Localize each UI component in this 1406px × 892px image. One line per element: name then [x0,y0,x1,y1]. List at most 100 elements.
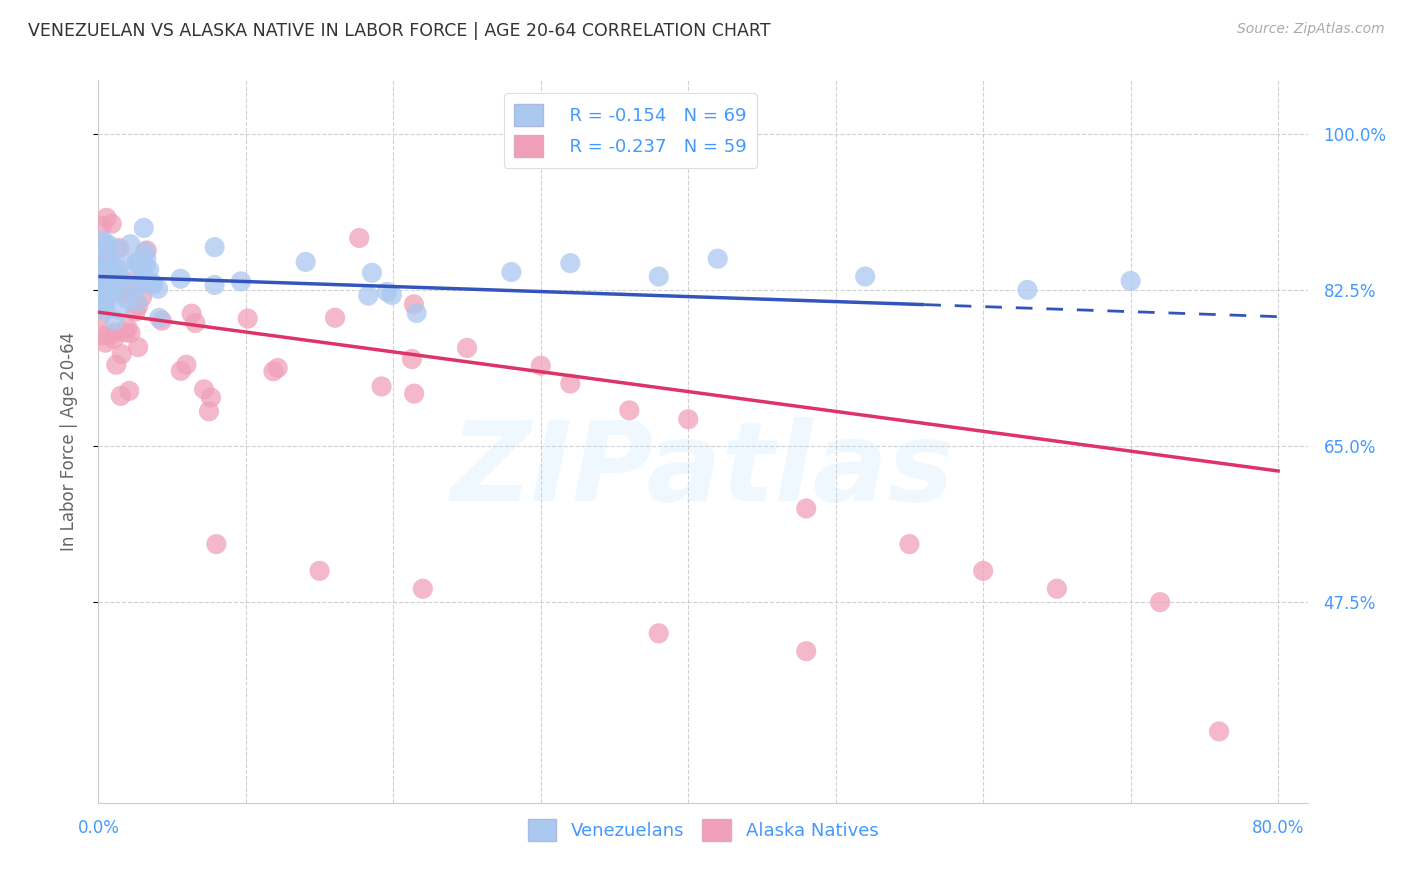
Point [89,273,111,287]
Point [1119,274,1142,288]
Point [128,277,150,292]
Point [94,335,117,350]
Point [120,237,142,252]
Point [131,276,153,290]
Point [412,582,434,596]
Point [169,272,191,286]
Point [323,310,346,325]
Point [1208,724,1230,739]
Point [94,238,117,252]
Point [96,256,118,270]
Point [103,332,125,346]
Point [89,260,111,274]
Point [91,219,114,233]
Point [107,272,129,286]
Point [142,277,165,292]
Point [91,328,114,343]
Point [357,288,380,302]
Point [127,256,149,270]
Point [94,298,117,312]
Point [117,321,139,335]
Point [94,253,117,268]
Point [104,325,127,339]
Text: VENEZUELAN VS ALASKA NATIVE IN LABOR FORCE | AGE 20-64 CORRELATION CHART: VENEZUELAN VS ALASKA NATIVE IN LABOR FOR… [28,22,770,40]
Point [103,314,125,328]
Point [101,263,124,277]
Point [114,326,136,340]
Point [98,276,121,290]
Point [96,211,118,225]
Point [97,237,120,252]
Point [112,285,135,299]
Point [530,359,553,373]
Point [560,256,582,270]
Point [127,340,149,354]
Point [94,291,117,305]
Point [853,269,876,284]
Point [91,234,114,248]
Point [108,241,131,255]
Point [678,412,700,426]
Point [262,364,284,378]
Point [898,537,921,551]
Point [135,252,157,266]
Point [176,358,198,372]
Point [103,286,125,301]
Point [93,303,115,318]
Point [89,264,111,278]
Point [229,274,252,288]
Point [184,316,207,330]
Point [404,386,426,401]
Point [794,644,817,658]
Point [560,376,582,391]
Point [100,266,122,280]
Point [198,404,221,418]
Point [972,564,994,578]
Point [107,262,129,277]
Point [141,276,163,290]
Point [375,285,398,299]
Point [89,310,111,324]
Point [127,299,149,313]
Text: ZIPatlas: ZIPatlas [451,417,955,524]
Point [619,403,641,417]
Point [120,326,142,340]
Point [370,379,392,393]
Point [101,278,124,293]
Point [204,240,226,254]
Point [205,537,228,551]
Point [648,626,671,640]
Point [115,287,138,301]
Point [131,290,153,304]
Point [204,277,226,292]
Point [381,288,404,302]
Point [132,221,155,235]
Point [131,268,153,283]
Point [405,306,427,320]
Legend: Venezuelans, Alaska Natives: Venezuelans, Alaska Natives [520,812,886,848]
Point [101,285,124,299]
Point [401,351,423,366]
Point [118,384,141,398]
Point [134,244,156,259]
Point [122,275,145,289]
Point [110,271,132,285]
Point [1046,582,1069,596]
Point [193,382,215,396]
Point [308,564,330,578]
Point [97,327,120,342]
Point [98,252,121,266]
Point [111,347,134,361]
Point [134,259,156,273]
Point [100,217,122,231]
Point [146,282,169,296]
Point [1149,595,1171,609]
Point [101,280,124,294]
Point [115,292,138,306]
Point [456,341,478,355]
Point [148,310,170,325]
Point [110,389,132,403]
Point [94,291,117,305]
Point [105,243,128,257]
Point [97,279,120,293]
